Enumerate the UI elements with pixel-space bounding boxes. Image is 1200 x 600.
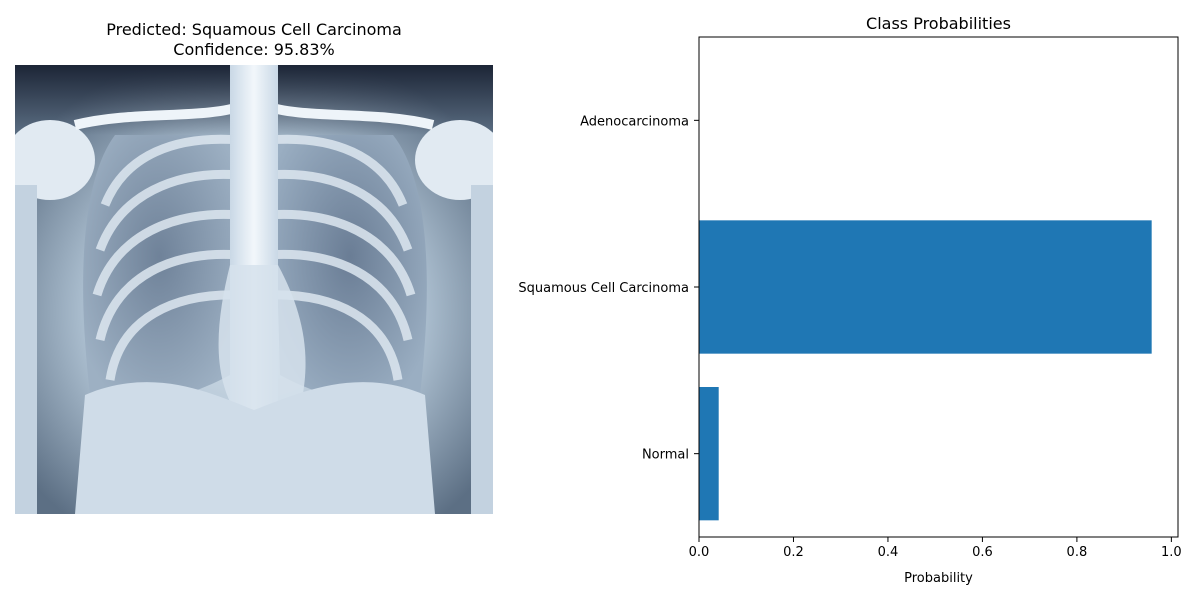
y-tick-label: Adenocarcinoma — [580, 114, 689, 129]
plot-frame — [698, 36, 1179, 538]
image-title: Predicted: Squamous Cell Carcinoma Confi… — [15, 20, 493, 60]
x-tick-label: 1.0 — [1161, 545, 1182, 560]
y-tick-label: Normal — [642, 448, 689, 463]
x-axis-label: Probability — [904, 571, 973, 586]
y-tick-label: Squamous Cell Carcinoma — [518, 281, 689, 296]
prediction-label: Predicted: Squamous Cell Carcinoma — [106, 20, 402, 39]
x-tick-label: 0.0 — [689, 545, 710, 560]
x-tick-label: 0.4 — [878, 545, 899, 560]
confidence-label: Confidence: 95.83% — [173, 40, 335, 59]
x-tick-label: 0.8 — [1067, 545, 1088, 560]
bar-squamous-cell-carcinoma — [699, 220, 1152, 354]
x-tick-label: 0.2 — [783, 545, 804, 560]
chest-xray-image — [5, 65, 505, 514]
bar-normal — [699, 387, 719, 521]
x-tick-label: 0.6 — [972, 545, 993, 560]
chart-title: Class Probabilities — [866, 14, 1011, 33]
